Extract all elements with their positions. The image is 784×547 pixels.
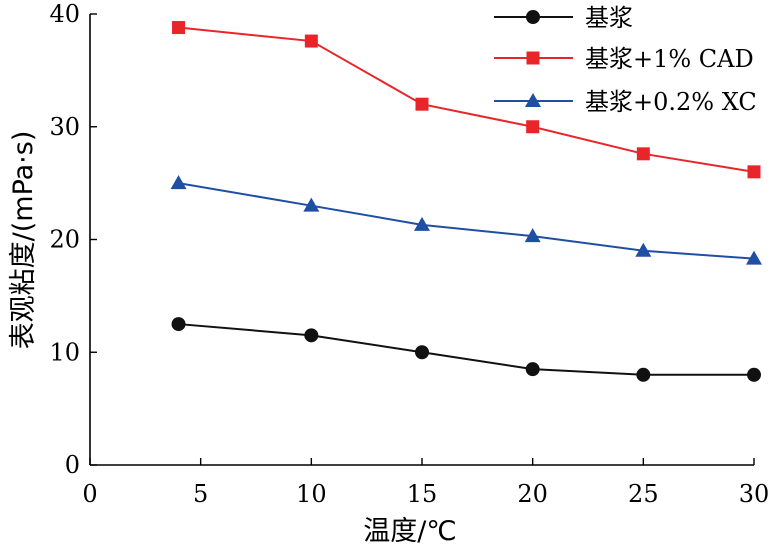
data-point (525, 362, 540, 377)
y-tick-label: 30 (49, 113, 80, 141)
series-layer (170, 21, 762, 382)
data-point (635, 242, 652, 257)
data-point (414, 216, 430, 231)
x-ticks: 0 5 10 15 20 25 30 (82, 458, 769, 508)
data-point (415, 345, 429, 360)
y-tick-label: 0 (65, 451, 80, 479)
data-point (415, 97, 429, 111)
data-point (304, 34, 318, 48)
legend-item: 基浆+0.2% XC (494, 88, 757, 116)
legend-item: 基浆 (494, 4, 633, 32)
data-point (304, 328, 319, 343)
legend-marker (526, 51, 540, 65)
x-tick-label: 10 (296, 480, 327, 508)
x-tick-label: 20 (517, 480, 548, 508)
series-2 (172, 21, 761, 179)
series-line (178, 323, 754, 376)
data-point (171, 317, 186, 332)
series-1 (171, 317, 761, 382)
data-point (524, 228, 541, 243)
x-axis-title: 温度/℃ (363, 516, 456, 547)
x-tick-label: 5 (193, 480, 208, 508)
legend-marker (526, 10, 540, 24)
y-tick-label: 10 (49, 338, 80, 366)
x-tick-label: 25 (628, 480, 659, 508)
x-tick-label: 30 (739, 480, 770, 508)
y-tick-label: 20 (49, 226, 80, 254)
legend-label: 基浆+0.2% XC (585, 88, 757, 116)
y-axis-title: 表观粘度/(mPa·s) (8, 131, 39, 350)
legend-item: 基浆+1% CAD (494, 45, 754, 73)
data-point (526, 120, 540, 134)
data-point (172, 21, 186, 35)
legend-marker (525, 93, 541, 107)
data-point (747, 165, 761, 179)
axes (89, 14, 754, 466)
legend-label: 基浆+1% CAD (585, 45, 754, 73)
series-3 (170, 175, 762, 265)
y-tick-label: 40 (49, 0, 80, 28)
y-ticks: 0 10 20 30 40 (49, 0, 97, 479)
data-point (303, 197, 320, 212)
x-tick-label: 15 (407, 480, 438, 508)
legend-label: 基浆 (585, 4, 633, 32)
series-line (178, 182, 755, 260)
data-point (170, 175, 187, 190)
data-point (747, 367, 761, 382)
data-point (636, 367, 651, 382)
data-point (636, 147, 650, 161)
x-tick-label: 0 (82, 480, 97, 508)
data-point (746, 250, 762, 265)
series-line (178, 26, 755, 173)
